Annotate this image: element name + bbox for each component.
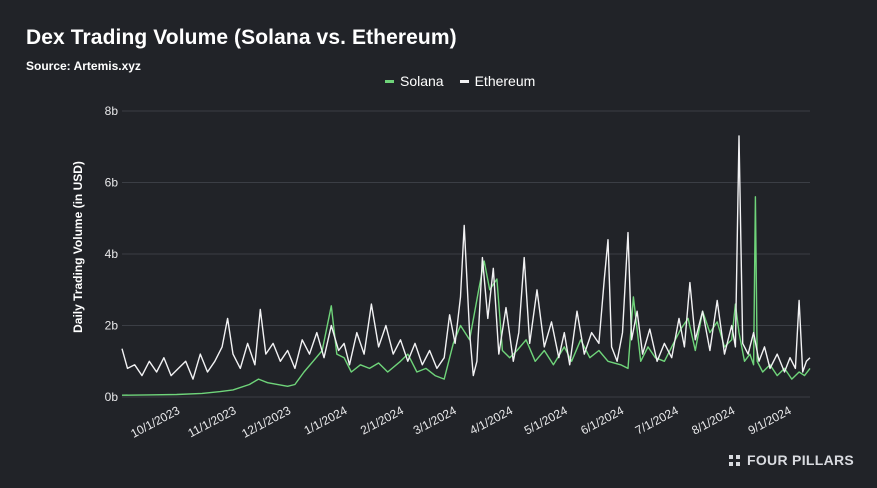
chart-title: Dex Trading Volume (Solana vs. Ethereum) bbox=[26, 26, 457, 49]
x-tick-label: 1/1/2024 bbox=[302, 403, 350, 437]
chart-subtitle: Source: Artemis.xyz bbox=[26, 59, 141, 73]
y-tick-label: 8b bbox=[105, 104, 119, 118]
x-tick-label: 8/1/2024 bbox=[689, 403, 737, 437]
y-tick-label: 4b bbox=[105, 247, 119, 261]
x-axis-ticks: 10/1/2023 11/1/2023 12/1/2023 1/1/2024 2/1/2… bbox=[128, 403, 794, 441]
x-tick-label: 2/1/2024 bbox=[358, 403, 406, 437]
series-lines bbox=[121, 135, 811, 396]
legend-label-solana: Solana bbox=[400, 73, 444, 89]
brand-logo: FOUR PILLARS bbox=[729, 452, 854, 468]
y-axis-ticks: 0b 2b 4b 6b 8b bbox=[105, 104, 119, 404]
series-line-solana bbox=[121, 196, 811, 396]
x-tick-label: 12/1/2023 bbox=[239, 403, 293, 441]
x-tick-label: 7/1/2024 bbox=[633, 403, 681, 437]
legend-label-ethereum: Ethereum bbox=[474, 73, 536, 89]
y-axis-label: Daily Trading Volume (in USD) bbox=[71, 161, 85, 333]
x-tick-label: 6/1/2024 bbox=[578, 403, 626, 437]
x-tick-label: 4/1/2024 bbox=[467, 403, 515, 437]
legend-item-solana[interactable]: Solana bbox=[385, 73, 444, 89]
series-line-ethereum bbox=[121, 135, 811, 380]
legend-item-ethereum[interactable]: Ethereum bbox=[459, 73, 536, 89]
x-tick-label: 5/1/2024 bbox=[522, 403, 570, 437]
y-tick-label: 2b bbox=[105, 319, 119, 333]
brand-text: FOUR PILLARS bbox=[747, 452, 855, 468]
x-tick-label: 10/1/2023 bbox=[128, 403, 182, 441]
x-tick-label: 9/1/2024 bbox=[746, 403, 794, 437]
legend-swatch-solana bbox=[385, 79, 394, 83]
x-tick-label: 11/1/2023 bbox=[186, 403, 239, 440]
y-tick-label: 0b bbox=[105, 390, 119, 404]
brand-dots-icon bbox=[729, 454, 740, 466]
y-tick-label: 6b bbox=[105, 176, 119, 190]
legend-swatch-ethereum bbox=[459, 79, 469, 83]
x-tick-label: 3/1/2024 bbox=[411, 403, 459, 437]
legend: Solana Ethereum bbox=[385, 73, 535, 89]
